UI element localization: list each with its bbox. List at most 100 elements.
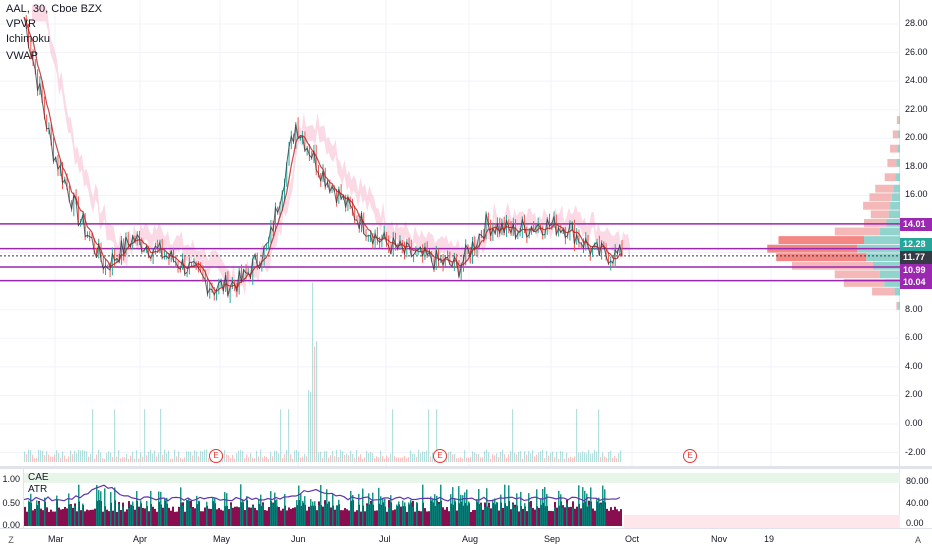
volume-bar: [322, 457, 324, 462]
indicator-ichimoku[interactable]: Ichimoku: [6, 33, 51, 45]
volume-bar: [514, 452, 516, 462]
atr-bar: [76, 511, 78, 526]
cae-bar: [370, 503, 372, 526]
osc-band-top: [24, 473, 900, 483]
atr-bar: [134, 509, 136, 526]
volume-bar: [166, 453, 168, 462]
volume-bar: [520, 451, 522, 462]
volume-bar: [260, 449, 262, 462]
indicator-vwap[interactable]: VWAP: [6, 50, 38, 62]
volume-bar: [202, 451, 204, 462]
cae-bar: [74, 506, 76, 526]
volume-bar: [76, 453, 78, 462]
atr-bar: [442, 507, 444, 526]
volume-bar: [594, 449, 596, 462]
cae-bar: [258, 499, 260, 526]
earnings-event-icon[interactable]: E: [433, 449, 447, 463]
oscillator-chart[interactable]: [23, 469, 900, 528]
timezone-button[interactable]: Z: [8, 535, 14, 545]
time-label: Apr: [133, 534, 148, 544]
cae-bar: [520, 491, 522, 526]
volume-bar: [400, 457, 402, 462]
volume-bar: [288, 409, 290, 462]
atr-bar: [406, 511, 408, 526]
cae-bar: [122, 506, 124, 526]
volume-bar: [152, 453, 154, 462]
volume-bar: [480, 457, 482, 462]
volume-bar: [396, 457, 398, 462]
cae-bar: [272, 503, 274, 526]
indicator-cae[interactable]: CAE: [28, 472, 49, 483]
cae-bar: [546, 493, 548, 526]
last-price-tag: 11.77: [900, 251, 932, 264]
volume-bar: [544, 458, 546, 462]
cae-bar: [366, 505, 368, 526]
atr-bar: [330, 507, 332, 526]
volume-bar: [174, 449, 176, 462]
cae-bar: [224, 492, 226, 526]
indicator-vpvr[interactable]: VPVR: [6, 18, 36, 30]
pane-separator[interactable]: [0, 466, 932, 469]
price-tick-label: 26.00: [905, 46, 928, 57]
cae-bar: [476, 499, 478, 526]
cae-bar: [100, 491, 102, 526]
atr-bar: [446, 507, 448, 526]
cae-bar: [68, 493, 70, 526]
volume-bar: [464, 450, 466, 462]
volume-bar: [284, 454, 286, 462]
earnings-event-icon[interactable]: E: [683, 449, 697, 463]
atr-bar: [510, 509, 512, 526]
volume-bar: [274, 450, 276, 462]
atr-bar: [498, 510, 500, 526]
time-axis[interactable]: Z Mar Apr May Jun Jul Aug Sep Oct Nov 19…: [0, 528, 932, 550]
price-chart[interactable]: [0, 0, 900, 466]
volume-bar: [186, 451, 188, 462]
volume-bar: [516, 454, 518, 462]
vp-bar-up: [895, 173, 900, 182]
volume-bar: [386, 455, 388, 462]
indicator-atr[interactable]: ATR: [28, 484, 48, 495]
atr-bar: [614, 506, 616, 526]
volume-bar: [586, 453, 588, 462]
volume-bar: [66, 458, 68, 462]
atr-bar: [148, 511, 150, 526]
volume-bar: [580, 452, 582, 462]
volume-bar: [250, 453, 252, 462]
volume-bar: [232, 454, 234, 462]
volume-bar: [268, 458, 270, 462]
price-axis[interactable]: 28.0026.0024.0022.0020.0018.0016.0014.00…: [900, 0, 932, 466]
atr-bar: [444, 509, 446, 526]
volume-bar: [572, 457, 574, 462]
price-pane[interactable]: AAL, 30, Cboe BZX VPVR Ichimoku VWAP E E…: [0, 0, 900, 466]
volume-bar: [556, 451, 558, 462]
volume-bar: [50, 456, 52, 462]
cae-bar: [136, 491, 138, 526]
cae-bar: [246, 496, 248, 526]
earnings-event-icon[interactable]: E: [209, 449, 223, 463]
volume-bar: [42, 450, 44, 462]
volume-bar: [308, 390, 310, 462]
volume-bar: [512, 409, 514, 462]
cae-bar: [516, 493, 518, 526]
vp-bar-up: [884, 279, 900, 287]
atr-bar: [418, 510, 420, 526]
volume-bar: [56, 450, 58, 462]
volume-bar: [178, 451, 180, 462]
volume-bar: [106, 453, 108, 462]
volume-bar: [456, 458, 458, 462]
atr-bar: [426, 511, 428, 526]
atr-bar: [50, 509, 52, 526]
level-mid-price-tag: 10.99: [900, 264, 932, 277]
symbol-label[interactable]: AAL, 30, Cboe BZX: [6, 3, 102, 15]
vp-bar-down: [776, 253, 867, 262]
volume-bar: [68, 456, 70, 462]
cae-bar: [304, 496, 306, 526]
vp-bar-up: [898, 116, 900, 124]
volume-bar: [538, 452, 540, 462]
volume-bar: [436, 409, 438, 462]
volume-bar: [454, 453, 456, 462]
auto-scale-button[interactable]: A: [914, 535, 921, 545]
oscillator-pane[interactable]: CAE ATR: [23, 469, 900, 528]
atr-bar: [364, 511, 366, 526]
volume-bar: [292, 458, 294, 462]
